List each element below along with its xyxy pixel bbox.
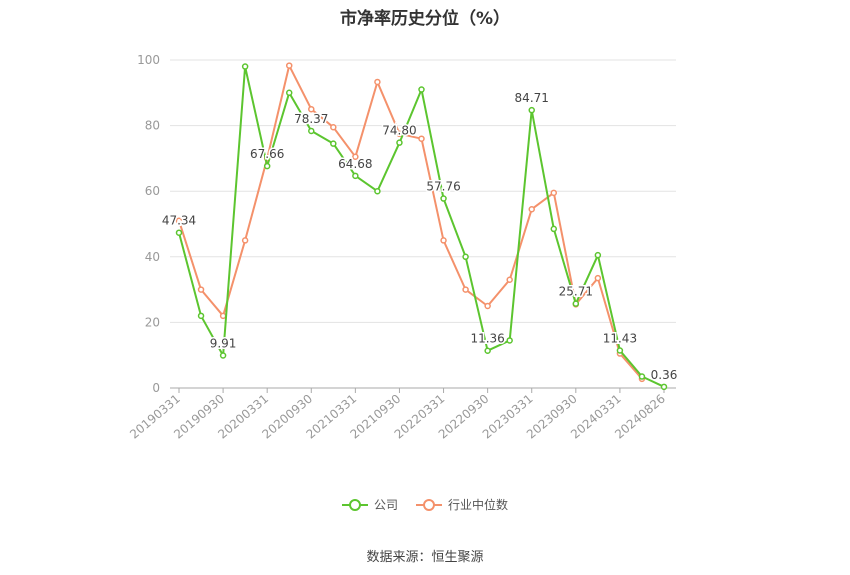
data-point: [396, 130, 403, 138]
line-chart: 0204060801002019033120190930202003312020…: [127, 53, 679, 442]
data-label: 67.66: [250, 147, 284, 161]
data-point: [418, 86, 425, 93]
data-point: [506, 276, 513, 284]
data-source: 数据来源：恒生聚源: [366, 550, 484, 565]
data-point: [462, 286, 469, 293]
y-tick-label: 0: [152, 381, 160, 395]
data-point: [528, 106, 535, 114]
legend-marker-icon: [341, 498, 368, 512]
data-point: [197, 286, 205, 293]
data-point: [175, 229, 183, 236]
data-label: 64.68: [338, 157, 372, 171]
chart-title: 市净率历史分位（%）: [339, 9, 511, 29]
data-point: [550, 189, 558, 197]
data-label: 84.71: [515, 91, 549, 105]
legend-label-industry-median: 行业中位数: [448, 498, 509, 512]
data-label: 25.71: [559, 285, 593, 299]
data-label: 47.34: [162, 214, 196, 228]
data-point: [330, 140, 337, 147]
series-line-company: [178, 65, 665, 388]
data-point: [308, 127, 315, 135]
data-point: [572, 300, 580, 307]
data-point: [418, 135, 425, 142]
data-label: 0.36: [651, 368, 678, 382]
data-point: [594, 274, 602, 282]
data-point: [352, 172, 359, 180]
data-point: [219, 312, 227, 320]
data-point: [396, 139, 403, 146]
data-label: 11.43: [603, 332, 637, 346]
y-tick-label: 80: [145, 119, 160, 133]
data-point: [241, 63, 249, 70]
data-point: [285, 62, 293, 69]
data-point: [550, 225, 558, 233]
data-point: [374, 78, 381, 86]
data-point: [638, 373, 646, 380]
data-label: 78.37: [294, 112, 328, 126]
legend-item-industry-median[interactable]: 行业中位数: [416, 496, 508, 513]
y-tick-label: 100: [137, 53, 160, 67]
data-point: [330, 123, 337, 131]
legend-item-company[interactable]: 公司: [341, 496, 398, 513]
y-tick-label: 60: [145, 184, 160, 198]
legend-marker-icon: [416, 498, 442, 512]
data-point: [462, 253, 469, 261]
data-point: [660, 383, 668, 391]
data-point: [528, 205, 535, 213]
data-point: [241, 237, 249, 244]
data-label: 57.76: [426, 180, 460, 194]
y-tick-label: 20: [145, 315, 160, 329]
data-point: [263, 162, 271, 170]
data-label: 74.80: [382, 124, 416, 138]
data-point: [308, 105, 315, 113]
data-point: [506, 337, 513, 344]
data-point: [352, 153, 359, 161]
data-point: [440, 195, 447, 202]
data-point: [197, 312, 205, 320]
data-point: [484, 302, 491, 310]
data-point: [374, 187, 381, 195]
data-label: 9.91: [210, 336, 237, 350]
y-tick-label: 40: [145, 250, 160, 264]
data-point: [175, 217, 183, 224]
data-point: [594, 251, 602, 259]
chart-legend: 公司 行业中位数: [0, 496, 850, 513]
data-point: [219, 352, 227, 359]
data-point: [440, 237, 447, 244]
data-point: [484, 347, 491, 354]
series-line-industry-median: [178, 64, 643, 380]
legend-label-company: 公司: [373, 498, 398, 512]
data-label: 11.36: [470, 332, 504, 346]
data-point: [285, 89, 293, 97]
data-point: [616, 347, 624, 354]
